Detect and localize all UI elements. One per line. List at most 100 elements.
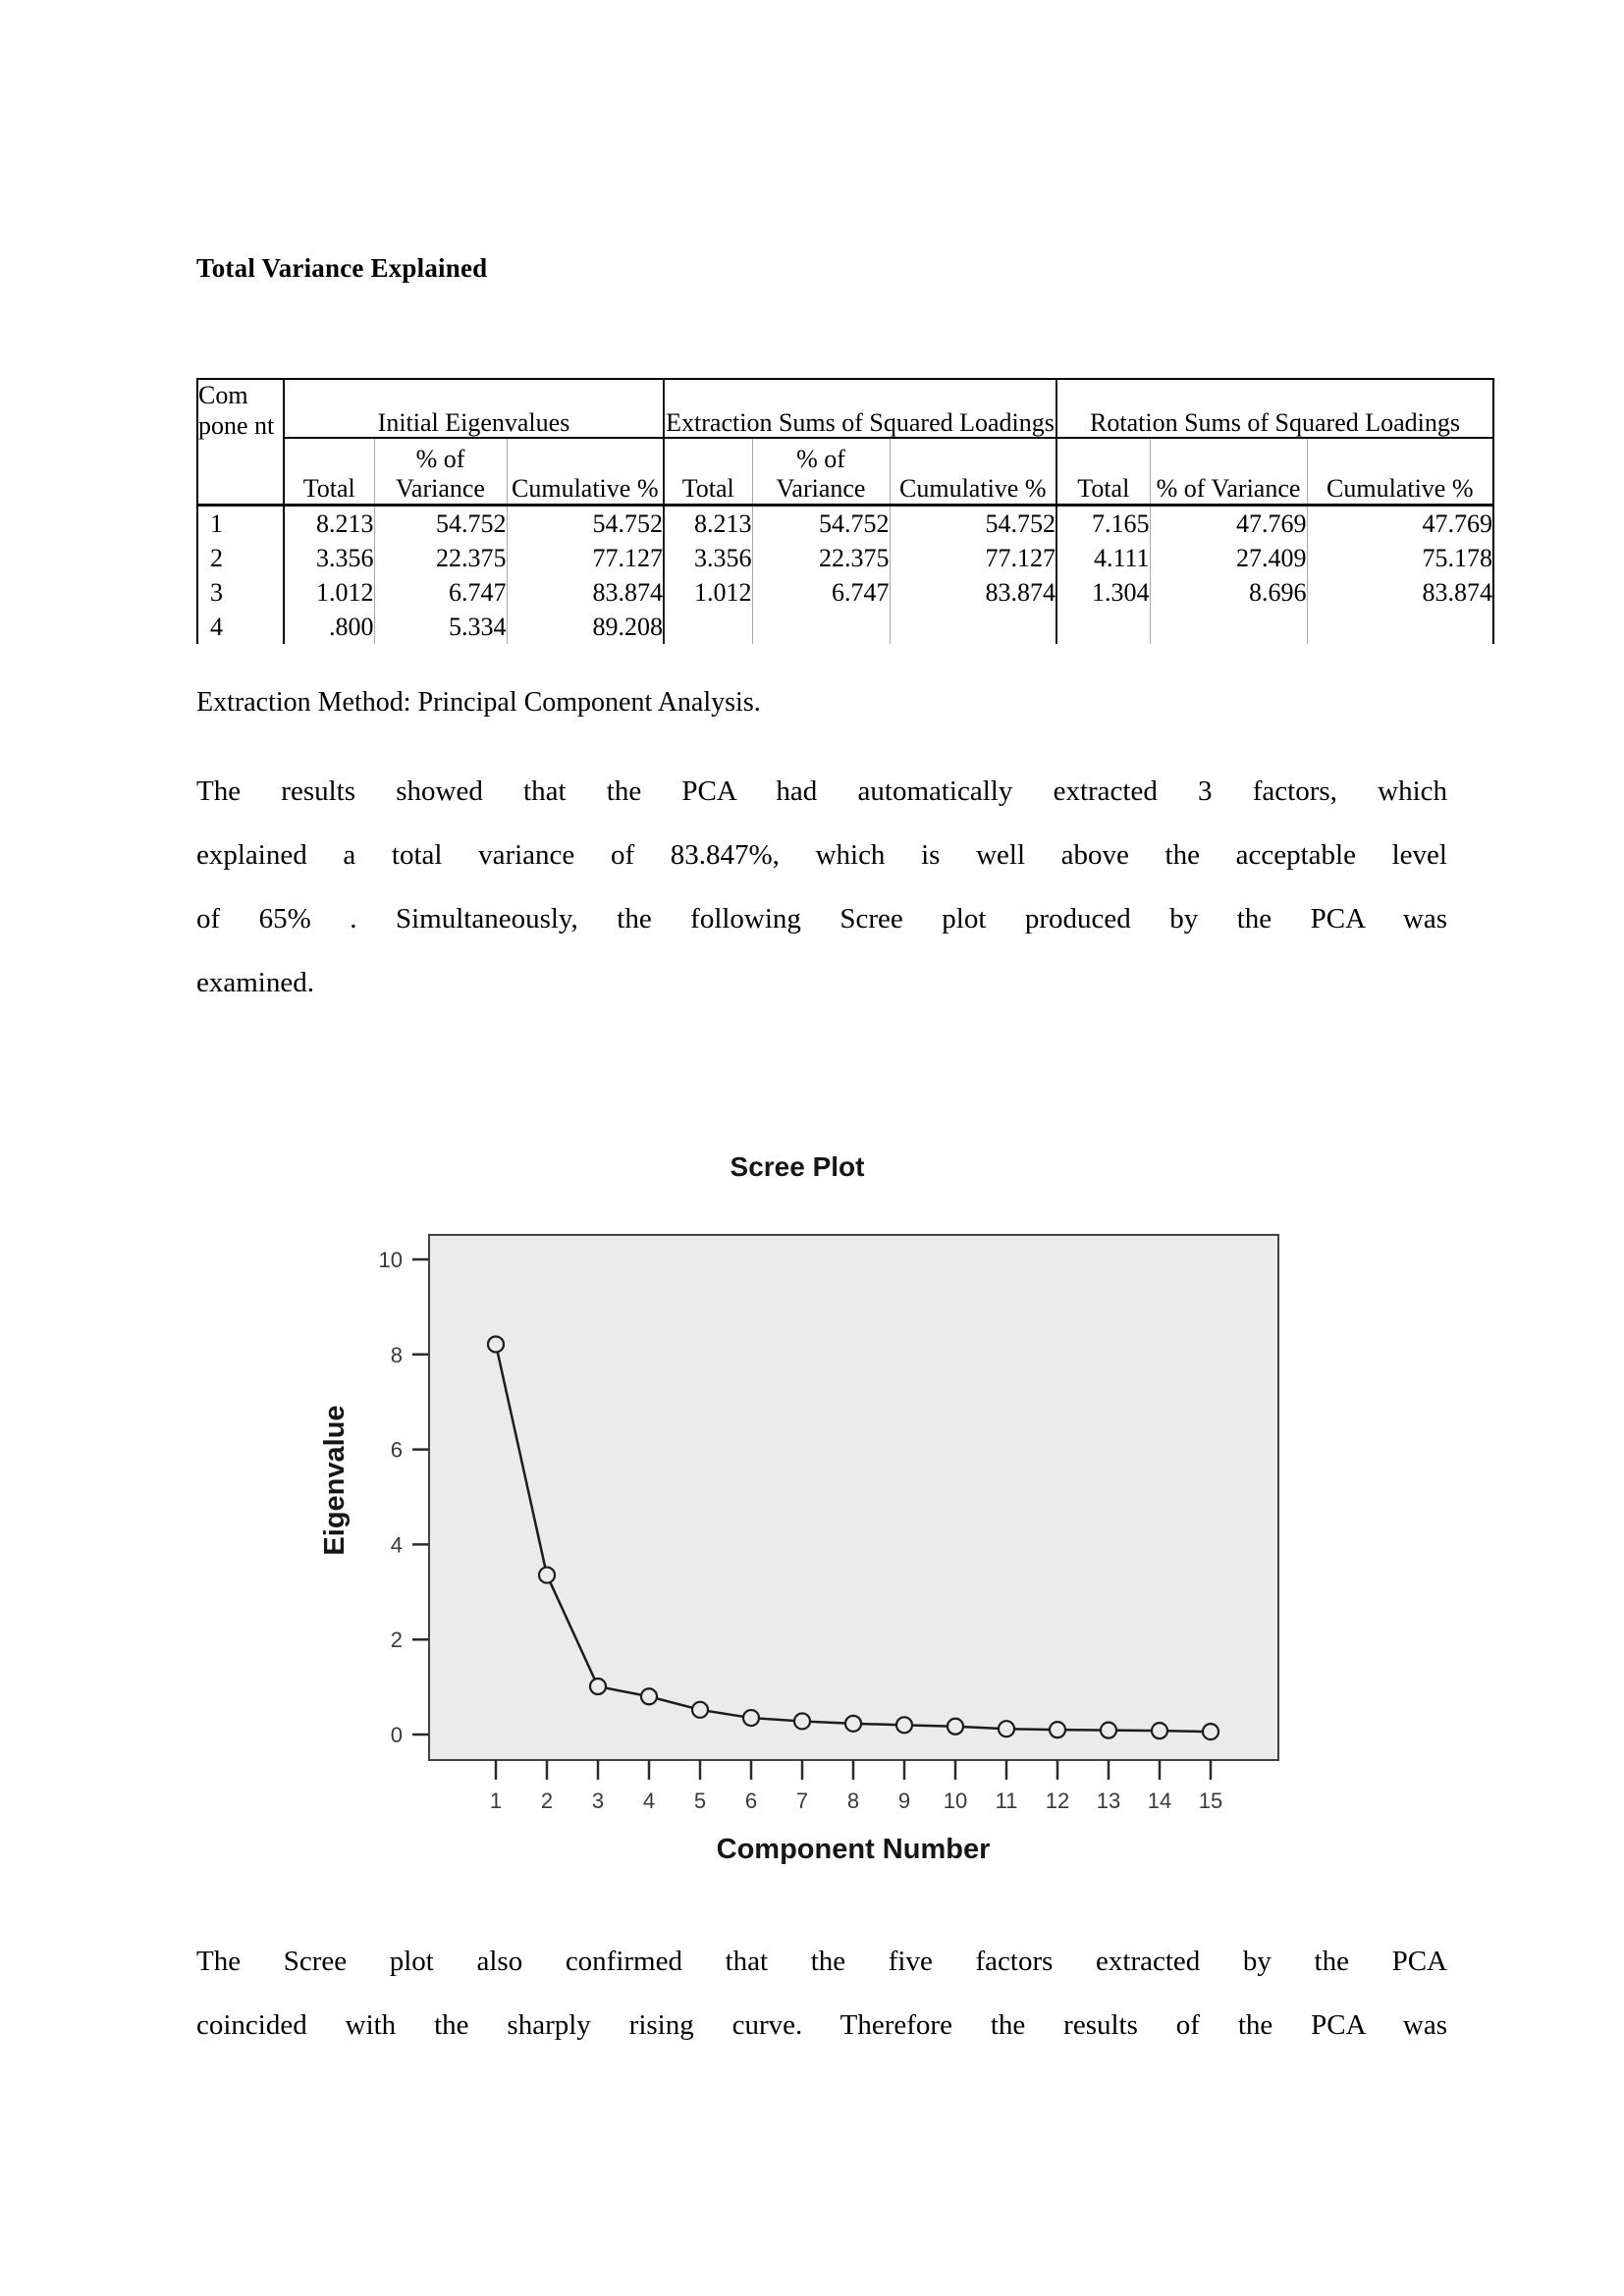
component-column-header: Com pone nt	[197, 379, 285, 507]
data-point	[1048, 1721, 1067, 1739]
value-cell: 1.012	[283, 575, 374, 610]
paragraph-line: coincided with the sharply rising curve.…	[196, 2009, 1447, 2041]
component-number-cell: 2	[210, 543, 223, 572]
data-point	[843, 1714, 863, 1733]
table-subheader-row: Total % of Variance Cumulative % Total %…	[197, 438, 1494, 507]
y-tick-label: 0	[391, 1723, 403, 1747]
y-tick-label: 8	[391, 1343, 403, 1367]
group-header-rotation-sums: Rotation Sums of Squared Loadings	[1056, 379, 1494, 439]
chart-title: Scree Plot	[731, 1151, 865, 1182]
value-cell: 6.747	[751, 575, 890, 610]
y-tick-label: 2	[391, 1628, 403, 1652]
total-variance-table: Com pone nt Initial Eigenvalues Extracti…	[196, 378, 1495, 644]
value-cell: 77.127	[506, 541, 664, 575]
paragraph-line: The Scree plot also confirmed that the f…	[196, 1946, 1447, 1977]
value-cell: 27.409	[1149, 541, 1308, 575]
value-cell: 22.375	[751, 541, 890, 575]
col-header-pct-variance: % of Variance	[373, 438, 507, 507]
value-cell: 3.356	[663, 541, 752, 575]
value-cell	[889, 610, 1057, 644]
paragraph-line: The results showed that the PCA had auto…	[196, 775, 1447, 807]
x-tick-label: 9	[898, 1789, 910, 1813]
x-tick-label: 4	[643, 1789, 655, 1813]
value-cell	[751, 610, 890, 644]
component-number-cell: 3	[210, 577, 223, 607]
value-cell: 6.747	[373, 575, 507, 610]
value-cell: 8.696	[1149, 575, 1308, 610]
table-group-header-row: Com pone nt Initial Eigenvalues Extracti…	[197, 379, 1494, 507]
value-cell: 1.012	[663, 575, 752, 610]
y-axis: 0 2 4 6 8 10	[379, 1248, 429, 1747]
value-cell: 54.752	[889, 505, 1057, 541]
scree-plot-figure: Scree Plot 0 2 4 6 8 10 1 2 3 4 5 6 7 8 9 10 11 12 13 14 15 Ei…	[304, 1119, 1306, 1885]
value-cell: 54.752	[751, 505, 890, 541]
group-header-extraction-sums: Extraction Sums of Squared Loadings	[662, 379, 1057, 439]
paragraph-line: of 65% . Simultaneously, the following S…	[196, 903, 1447, 934]
document-heading: Total Variance Explained	[196, 253, 488, 283]
y-axis-label: Eigenvalue	[319, 1405, 351, 1555]
col-header-cumulative: Cumulative %	[506, 438, 664, 507]
x-tick-label: 1	[490, 1789, 502, 1813]
x-tick-label: 5	[694, 1789, 706, 1813]
data-point	[588, 1677, 608, 1696]
x-tick-label: 13	[1097, 1789, 1120, 1813]
component-number-cell: 4	[210, 612, 223, 641]
value-cell	[663, 610, 752, 644]
x-tick-label: 15	[1199, 1789, 1222, 1813]
variance-table-body: 1 8.213 54.752 54.752 8.213 54.752 54.752 7.165…	[197, 505, 1494, 644]
y-tick-label: 6	[391, 1438, 403, 1463]
y-tick-label: 4	[391, 1532, 403, 1557]
value-cell	[1056, 610, 1151, 644]
x-tick-label: 3	[592, 1789, 604, 1813]
data-point	[1150, 1722, 1169, 1740]
table-row: 1 8.213 54.752 54.752 8.213 54.752 54.752 7.165…	[197, 505, 1494, 541]
data-point	[690, 1700, 710, 1719]
value-cell: 1.304	[1056, 575, 1151, 610]
col-header-cumulative: Cumulative %	[1306, 438, 1494, 507]
table-row: 4 .800 5.334 89.208	[197, 610, 1494, 644]
paragraph-line: examined.	[196, 967, 314, 998]
x-tick-label: 12	[1046, 1789, 1069, 1813]
value-cell: 3.356	[283, 541, 374, 575]
value-cell: 47.769	[1306, 505, 1494, 541]
value-cell: 22.375	[373, 541, 507, 575]
plot-area	[428, 1234, 1279, 1761]
value-cell	[1306, 610, 1494, 644]
data-point	[997, 1720, 1016, 1738]
y-tick-label: 10	[379, 1248, 403, 1272]
data-point	[1099, 1721, 1118, 1739]
x-tick-label: 10	[944, 1789, 967, 1813]
x-tick-label: 6	[745, 1789, 757, 1813]
x-tick-label: 14	[1148, 1789, 1171, 1813]
col-header-total: Total	[283, 438, 374, 507]
group-header-initial-eigenvalues: Initial Eigenvalues	[283, 379, 664, 439]
value-cell: 83.874	[506, 575, 664, 610]
col-header-pct-variance: % of Variance	[751, 438, 890, 507]
x-tick-label: 2	[541, 1789, 553, 1813]
extraction-method-note: Extraction Method: Principal Component A…	[196, 687, 761, 718]
paragraph-line: explained a total variance of 83.847%, w…	[196, 839, 1447, 871]
x-tick-label: 11	[996, 1789, 1018, 1813]
value-cell: 47.769	[1149, 505, 1308, 541]
value-cell: 5.334	[373, 610, 507, 644]
x-axis: 1 2 3 4 5 6 7 8 9 10 11 12 13 14 15	[490, 1760, 1222, 1813]
data-point	[741, 1708, 761, 1728]
x-axis-label: Component Number	[717, 1834, 991, 1865]
x-tick-label: 8	[847, 1789, 859, 1813]
value-cell: 4.111	[1056, 541, 1151, 575]
table-row: 3 1.012 6.747 83.874 1.012 6.747 83.874 1.304 8.…	[197, 575, 1494, 610]
table-row: 2 3.356 22.375 77.127 3.356 22.375 77.127 4.111…	[197, 541, 1494, 575]
value-cell: 89.208	[506, 610, 664, 644]
results-paragraph: The results showed that the PCA had auto…	[196, 760, 1447, 1015]
value-cell: 54.752	[506, 505, 664, 541]
value-cell: 54.752	[373, 505, 507, 541]
scree-markers	[486, 1335, 1220, 1741]
col-header-total: Total	[663, 438, 752, 507]
value-cell: 8.213	[663, 505, 752, 541]
value-cell: 75.178	[1306, 541, 1494, 575]
data-point	[1201, 1722, 1220, 1741]
data-point	[639, 1687, 659, 1706]
data-point	[946, 1717, 965, 1735]
component-number-cell: 1	[210, 508, 223, 538]
